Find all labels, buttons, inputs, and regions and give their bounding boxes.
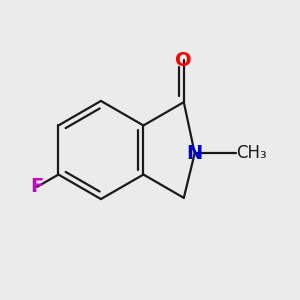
Text: N: N	[187, 144, 203, 163]
Text: CH₃: CH₃	[236, 144, 267, 162]
Text: O: O	[176, 51, 192, 70]
Text: F: F	[31, 177, 44, 196]
